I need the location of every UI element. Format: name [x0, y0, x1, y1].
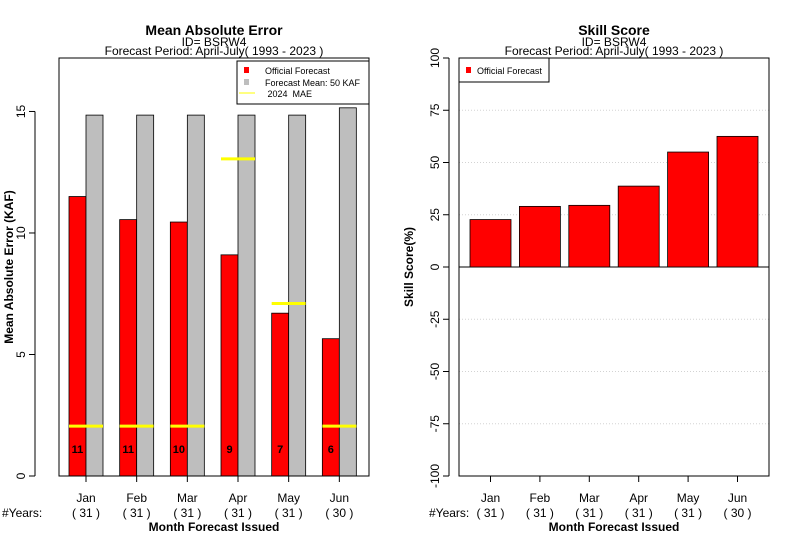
skill-x-tick-label: Jan: [481, 491, 500, 505]
skill-y-tick-label: 25: [428, 208, 442, 222]
skill-y-tick-label: 50: [428, 156, 442, 170]
skill-y-tick-label: 0: [428, 263, 442, 270]
skill-years-label: #Years:: [429, 506, 469, 520]
mae-bar-count-label: 6: [328, 444, 334, 456]
mae-bar-forecast-mean: [186, 114, 205, 477]
skill-years-value: ( 31 ): [526, 506, 554, 520]
skill-years-value: ( 31 ): [674, 506, 702, 520]
mae-bar-forecast-mean: [237, 114, 256, 477]
mae-years-value: ( 31 ): [123, 506, 151, 520]
skill-bar-official: [469, 219, 512, 268]
skill-legend-label-official: Official Forecast: [477, 66, 542, 76]
skill-legend-swatch-official: [466, 67, 471, 73]
skill-panel: Skill Score ID= BSRW4 Forecast Period: A…: [402, 22, 770, 534]
mae-years-value: ( 30 ): [325, 506, 353, 520]
mae-bar-official: [169, 221, 188, 477]
skill-plot-border: [458, 57, 770, 477]
mae-x-tick-label: Feb: [126, 491, 147, 505]
mae-y-tick-label: 15: [14, 104, 28, 118]
skill-legend-box: [458, 57, 550, 83]
mae-bar-count-label: 9: [226, 444, 232, 456]
skill-bar-official: [568, 204, 611, 268]
mae-plot-border: [58, 57, 370, 477]
mae-y-tick-label: 5: [14, 351, 28, 358]
skill-years-value: ( 31 ): [476, 506, 504, 520]
skill-y-tick-label: 100: [428, 48, 442, 68]
mae-x-tick-label: Jun: [330, 491, 349, 505]
mae-legend: Official Forecast Forecast Mean: 50 KAF …: [236, 60, 370, 105]
skill-y-tick-label: -100: [428, 464, 442, 488]
mae-title: Mean Absolute Error: [145, 22, 283, 38]
skill-y-tick-label: -25: [428, 310, 442, 328]
skill-subtitle-id: ID= BSRW4: [582, 35, 647, 49]
mae-legend-label-mean: Forecast Mean: 50 KAF: [265, 78, 361, 88]
skill-years-value: ( 30 ): [723, 506, 751, 520]
mae-bar-count-label: 10: [173, 444, 185, 456]
skill-x-tick-label: Mar: [579, 491, 600, 505]
mae-bar-forecast-mean: [288, 114, 307, 477]
mae-bar-count-label: 11: [72, 444, 84, 456]
mae-panel: Mean Absolute Error ID= BSRW4 Forecast P…: [2, 22, 370, 534]
skill-title: Skill Score: [578, 22, 650, 38]
skill-x-tick-label: May: [677, 491, 700, 505]
skill-years-value: ( 31 ): [575, 506, 603, 520]
mae-years-label: #Years:: [2, 506, 42, 520]
skill-bar-official: [716, 135, 759, 268]
skill-y-tick-label: 75: [428, 103, 442, 117]
mae-subtitle-period: Forecast Period: April-July( 1993 - 2023…: [105, 44, 324, 58]
skill-y-tick-label: -75: [428, 415, 442, 433]
mae-bar-forecast-mean: [136, 114, 155, 477]
skill-bar-official: [617, 185, 660, 268]
skill-subtitle-period: Forecast Period: April-July( 1993 - 2023…: [505, 44, 724, 58]
skill-x-tick-label: Apr: [629, 491, 648, 505]
skill-y-tick-label: -50: [428, 363, 442, 381]
skill-x-axis-label: Month Forecast Issued: [549, 520, 680, 534]
mae-legend-label-current: 2024 MAE: [265, 89, 312, 99]
mae-x-tick-label: May: [277, 491, 300, 505]
mae-y-axis-label: Mean Absolute Error (KAF): [2, 190, 16, 344]
mae-x-tick-label: Mar: [177, 491, 198, 505]
mae-bar-official: [68, 196, 87, 477]
mae-bar-forecast-mean: [85, 114, 104, 477]
skill-y-axis-label: Skill Score(%): [402, 227, 416, 307]
skill-bar-official: [667, 151, 709, 268]
mae-years-value: ( 31 ): [72, 506, 100, 520]
mae-years-value: ( 31 ): [224, 506, 252, 520]
mae-subtitle-id: ID= BSRW4: [182, 35, 247, 49]
skill-x-tick-label: Feb: [530, 491, 551, 505]
mae-x-tick-label: Apr: [229, 491, 248, 505]
mae-legend-swatch-mean: [244, 79, 249, 85]
mae-years-value: ( 31 ): [275, 506, 303, 520]
mae-y-tick-label: 0: [14, 472, 28, 479]
mae-x-axis-label: Month Forecast Issued: [149, 520, 280, 534]
mae-bar-count-label: 11: [122, 444, 134, 456]
mae-bar-forecast-mean: [338, 107, 357, 477]
mae-y-tick-label: 10: [14, 226, 28, 240]
skill-years-value: ( 31 ): [625, 506, 653, 520]
mae-bar-count-label: 7: [277, 444, 283, 456]
mae-bar-official: [220, 254, 239, 477]
mae-bar-official: [119, 219, 138, 477]
skill-x-tick-label: Jun: [728, 491, 747, 505]
skill-bar-official: [519, 205, 561, 268]
mae-years-value: ( 31 ): [173, 506, 201, 520]
mae-x-tick-label: Jan: [76, 491, 95, 505]
skill-legend: Official Forecast: [458, 57, 550, 83]
mae-legend-label-official: Official Forecast: [265, 66, 330, 76]
mae-legend-swatch-official: [244, 67, 249, 73]
mae-legend-box: [236, 60, 370, 105]
